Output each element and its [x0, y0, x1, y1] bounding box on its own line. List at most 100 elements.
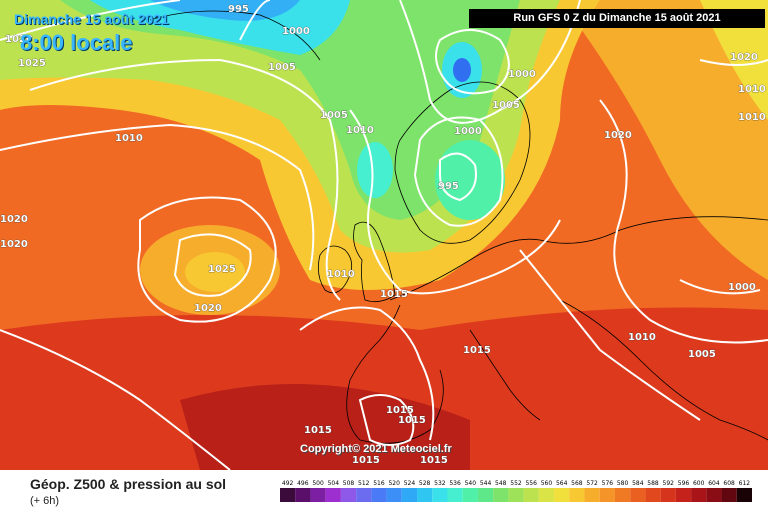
scale-label: 576 — [602, 480, 614, 487]
isobar-label: 1015 — [304, 425, 332, 436]
color-scale: 492 496 500 504 508 512 516 520 524 528 532 536 540 5… — [280, 480, 752, 502]
isobar-line — [599, 99, 768, 344]
scale-swatch — [523, 488, 539, 502]
isobar-line — [435, 29, 510, 95]
scale-swatch — [569, 488, 585, 502]
low-core-scand-deep — [453, 58, 471, 82]
isobar-label: 1000 — [508, 69, 536, 80]
scale-label: 520 — [388, 480, 400, 487]
ireland-coast — [317, 245, 353, 294]
isobar-label: 1010 — [738, 112, 766, 123]
isobar-label: 1015 — [352, 455, 380, 466]
isobar-label: 1020 — [0, 214, 28, 225]
scale-swatch — [691, 488, 707, 502]
scale-label: 544 — [480, 480, 492, 487]
isobar-label: 1025 — [18, 58, 46, 69]
scale-swatch — [675, 488, 692, 502]
isobar-label: 995 — [438, 181, 459, 192]
isobar-label: 995 — [228, 4, 249, 15]
scale-swatch — [447, 488, 463, 502]
low-core-sweden — [435, 140, 505, 220]
scale-swatch — [538, 488, 555, 502]
isobar-label: 1010 — [628, 332, 656, 343]
scale-swatch — [386, 488, 402, 502]
isobar-label: 1015 — [420, 455, 448, 466]
scale-swatch — [736, 488, 752, 502]
scale-label: 512 — [358, 480, 370, 487]
isobar-label: 1000 — [282, 26, 310, 37]
scale-label: 540 — [465, 480, 477, 487]
isobar-line — [239, 0, 271, 41]
isobar-label: 1000 — [728, 282, 756, 293]
isobar-line — [0, 123, 315, 271]
scandinavia-coast — [394, 81, 531, 244]
scale-swatch — [493, 488, 509, 502]
isobars — [0, 0, 768, 470]
europe-north-coast — [389, 216, 768, 301]
isobar-line — [413, 116, 504, 227]
scale-label: 612 — [739, 480, 751, 487]
scale-label: 608 — [723, 480, 735, 487]
forecast-offset: (+ 6h) — [30, 495, 60, 507]
isobar-label: 1010 — [115, 133, 143, 144]
model-run-label: Run GFS 0 Z du Dimanche 15 août 2021 — [469, 9, 765, 28]
scale-swatch — [599, 488, 615, 502]
isobar-line — [299, 306, 435, 441]
scale-label: 548 — [495, 480, 507, 487]
scale-label: 584 — [632, 480, 644, 487]
scale-swatch — [432, 488, 448, 502]
isobar-line — [699, 59, 768, 66]
map-title: Géop. Z500 & pression au sol — [30, 476, 227, 492]
scale-label: 524 — [404, 480, 416, 487]
isobar-line — [519, 249, 701, 421]
isobar-label: 1010 — [738, 84, 766, 95]
isobar-label: 1015 — [386, 405, 414, 416]
scale-swatch — [462, 488, 478, 502]
east-warm-zone — [560, 0, 768, 280]
greenland-iceland-coast — [149, 10, 321, 61]
isobar-line — [679, 279, 761, 295]
scale-label: 596 — [678, 480, 690, 487]
coastlines — [149, 10, 768, 444]
scale-label: 532 — [434, 480, 446, 487]
scale-label: 508 — [343, 480, 355, 487]
britain-coast — [353, 221, 396, 303]
isobar-labels: 995 1000 1025 1005 1010 1005 1010 1000 1… — [0, 4, 766, 467]
scale-swatch — [356, 488, 372, 502]
isobar-label: 1005 — [492, 100, 520, 111]
forecast-local-time: 8:00 locale — [20, 30, 133, 55]
low-core-norway — [357, 142, 393, 198]
east-yellow-zone — [700, 0, 768, 120]
isobar-line — [399, 0, 581, 124]
scale-swatch — [295, 488, 311, 502]
scale-swatch — [477, 488, 494, 502]
isobar-label: 1020 — [730, 52, 758, 63]
isobar-label: 1020 — [194, 303, 222, 314]
isobar-label: 1010 — [346, 125, 374, 136]
scale-swatch — [508, 488, 524, 502]
scale-swatch — [706, 488, 722, 502]
scale-label: 504 — [328, 480, 340, 487]
scale-swatch — [721, 488, 737, 502]
scale-label: 564 — [556, 480, 568, 487]
copyright-notice: Copyright© 2021 Meteociel.fr — [300, 443, 452, 455]
atlantic-high-core — [185, 252, 245, 292]
scale-swatch — [630, 488, 646, 502]
scale-swatch — [614, 488, 631, 502]
isobar-line — [0, 329, 231, 470]
isobar-line — [349, 109, 561, 295]
italy-coast — [469, 329, 541, 421]
iberia-coast — [346, 304, 444, 444]
isobar-line — [0, 0, 181, 41]
isobar-line — [29, 58, 341, 301]
isobar-line — [439, 152, 477, 202]
scale-swatch — [645, 488, 661, 502]
low-core-west — [90, 0, 350, 55]
isobar-line — [358, 394, 415, 446]
isobar-label: 1025 — [208, 264, 236, 275]
scale-label: 588 — [647, 480, 659, 487]
scale-swatch — [371, 488, 387, 502]
forecast-map: 995 1000 1025 1005 1010 1005 1010 1000 1… — [0, 0, 768, 470]
scale-label: 560 — [541, 480, 553, 487]
scale-swatch — [310, 488, 326, 502]
